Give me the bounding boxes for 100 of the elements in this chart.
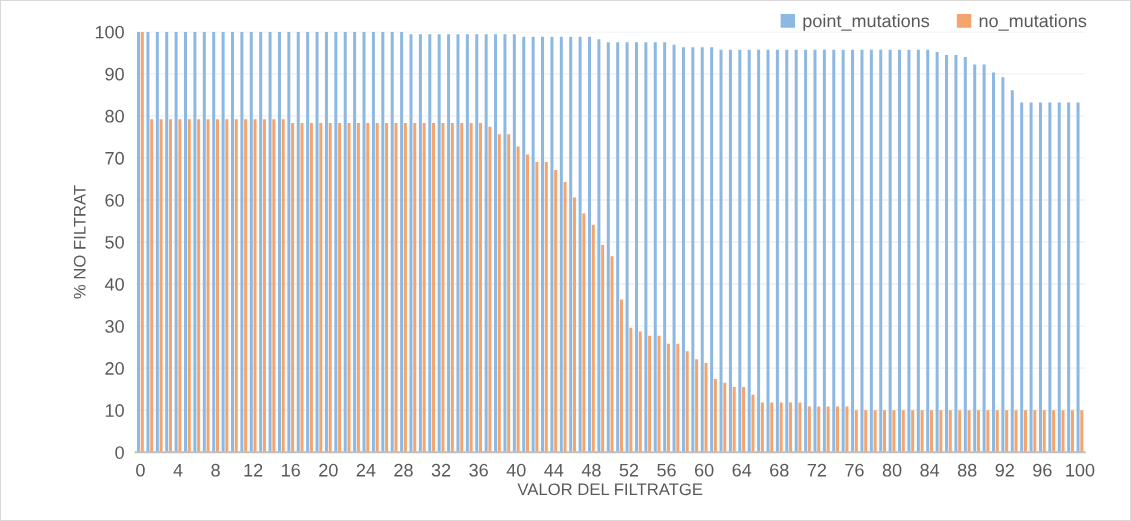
bar [215,119,219,453]
bar [789,402,793,453]
bar [1067,102,1071,453]
bar [277,31,281,453]
bar [644,42,648,453]
bar [450,123,454,453]
bar [676,343,680,453]
bar [1061,410,1065,453]
bar [907,49,911,453]
bar [963,57,967,453]
y-tick-label: 90 [105,67,124,81]
bar [437,34,441,453]
bar [1038,102,1042,453]
bar [854,410,858,453]
bar [347,123,351,453]
bar [1010,90,1014,453]
bar [1005,410,1009,453]
bar [418,34,422,453]
bar [728,49,732,453]
bar [475,34,479,453]
x-tick-label: 84 [920,463,940,477]
bar [704,363,708,453]
x-tick-label: 8 [211,463,220,477]
bar [976,410,980,453]
bar [324,31,328,453]
bar [713,379,717,453]
bar [967,410,971,453]
bar [770,402,774,453]
x-tick-label: 68 [770,463,789,477]
x-tick-label: 72 [807,463,826,477]
y-axis-title: % NO FILTRAT [73,185,86,299]
bar [1033,410,1037,453]
bar [234,119,238,453]
bar [338,123,342,453]
y-tick-label: 20 [105,362,124,375]
bar [648,335,652,453]
bar [832,49,836,453]
bar [300,123,304,453]
bar [606,42,610,453]
bar [935,51,939,453]
bar [892,410,896,453]
bar [268,31,272,453]
bar [616,42,620,453]
bar [1076,102,1080,453]
bar [751,394,755,453]
bar [432,123,436,453]
x-tick-label: 28 [394,463,413,477]
bar [469,123,473,453]
x-tick-label: 0 [136,463,145,477]
x-tick-label: 36 [469,463,488,477]
x-tick-label: 88 [957,463,977,477]
bar [929,410,933,453]
bar [958,410,962,453]
x-tick-label: 20 [319,463,338,477]
bar [465,34,469,453]
bar [306,31,310,453]
y-tick-label: 80 [105,109,124,123]
bar [356,123,360,453]
bar [394,123,398,453]
x-tick-label: 64 [732,463,752,477]
bar [738,49,742,453]
bar [601,244,605,453]
bar [610,256,614,453]
bar [807,406,811,453]
bar [1048,102,1052,453]
bar [926,49,930,453]
bar [766,49,770,453]
bar [597,39,601,453]
bar [804,49,808,453]
bar [409,34,413,453]
bar [588,36,592,453]
bar [159,119,163,453]
bar [385,123,389,453]
bar [362,31,366,453]
bar [920,410,924,453]
bar [785,49,789,453]
bar [296,31,300,453]
bar [400,31,404,453]
bar [244,119,248,453]
bar [259,31,263,453]
bar [1014,410,1018,453]
bar [1020,102,1024,453]
bar [888,49,892,453]
bar [939,410,943,453]
bar [230,31,234,453]
bar [986,410,990,453]
bar [197,119,201,453]
bar [334,31,338,453]
bar [328,123,332,453]
y-tick-label: 0 [115,446,124,459]
bar [982,64,986,453]
bar [187,119,191,453]
bar [582,213,586,453]
bar [319,123,323,453]
x-tick-label: 56 [657,463,676,477]
bar [901,410,905,453]
bar [822,49,826,453]
bar [569,36,573,453]
bar [836,406,840,453]
bar [403,123,407,453]
